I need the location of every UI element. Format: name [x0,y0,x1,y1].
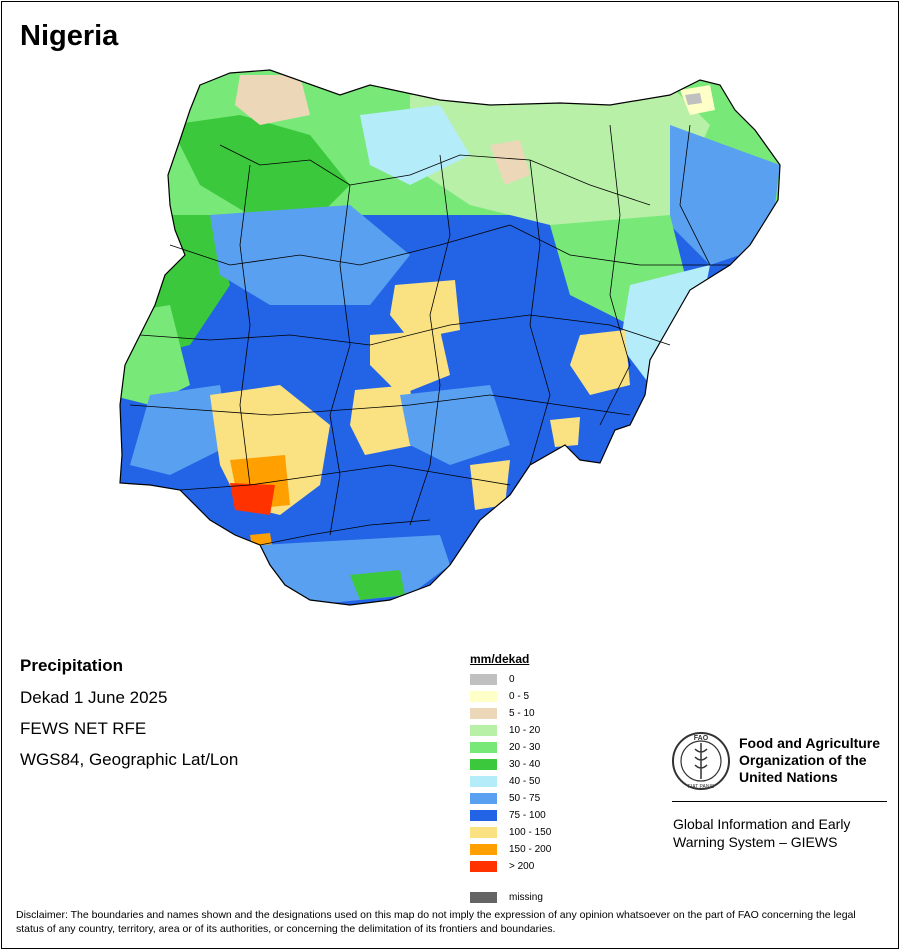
org-line-2: Organization of the [739,752,867,768]
svg-text:FIAT PANIS: FIAT PANIS [688,784,715,790]
legend-swatch [470,861,497,872]
variable-heading: Precipitation [20,656,123,675]
legend-title: mm/dekad [470,652,530,666]
legend-swatch [470,892,497,903]
legend-swatch [470,725,497,736]
legend-label: 75 - 100 [509,810,546,821]
legend-row: > 200 [470,858,551,875]
legend-label: 5 - 10 [509,708,535,719]
map-info: Precipitation Dekad 1 June 2025 FEWS NET… [20,656,238,781]
legend-label: > 200 [509,861,535,872]
legend-swatch [470,691,497,702]
precipitation-map [119,69,781,606]
legend-swatch [470,759,497,770]
legend-row: 20 - 30 [470,739,551,756]
legend-label: missing [509,892,543,903]
projection-text: WGS84, Geographic Lat/Lon [20,750,239,769]
legend-row: 100 - 150 [470,824,551,841]
legend-row: 10 - 20 [470,722,551,739]
legend-row: 0 [470,671,551,688]
legend-label: 150 - 200 [509,844,552,855]
legend-label: 50 - 75 [509,793,541,804]
legend-row: 30 - 40 [470,756,551,773]
legend-row: 50 - 75 [470,790,551,807]
legend-swatch [470,776,497,787]
legend-swatch [470,793,497,804]
map-title: Nigeria [20,20,119,52]
legend-row-missing: missing [470,889,551,906]
org-line-1: Food and Agriculture [739,735,881,751]
legend-swatch [470,742,497,753]
legend-row: 40 - 50 [470,773,551,790]
legend-label: 100 - 150 [509,827,552,838]
legend-row: 5 - 10 [470,705,551,722]
period-text: Dekad 1 June 2025 [20,688,168,707]
legend-label: 30 - 40 [509,759,541,770]
svg-text:FAO: FAO [694,735,709,742]
legend-label: 0 - 5 [509,691,530,702]
org-line-3: United Nations [739,769,838,785]
national-border [119,69,781,606]
state-boundaries [129,124,730,546]
giews-name: Global Information and Early Warning Sys… [673,815,850,851]
legend-row: 75 - 100 [470,807,551,824]
giews-line-1: Global Information and Early [673,816,851,832]
legend-label: 0 [509,674,515,685]
legend-swatch [470,708,497,719]
legend-classes: 0 0 - 5 5 - 10 10 - 20 20 - 30 30 - 40 40 - 50… [470,671,551,875]
organization-name: Food and Agriculture Organization of the… [739,735,880,786]
legend-row: 150 - 200 [470,841,551,858]
legend-swatch [470,827,497,838]
divider [672,801,887,802]
legend-row: 0 - 5 [470,688,551,705]
legend: mm/dekad 0 0 - 5 5 - 10 10 - 20 20 - 30 30 - … [470,652,551,906]
legend-label: 20 - 30 [509,742,541,753]
disclaimer: Disclaimer: The boundaries and names sho… [16,909,856,935]
source-text: FEWS NET RFE [20,719,147,738]
legend-swatch [470,674,497,685]
legend-label: 40 - 50 [509,776,541,787]
giews-line-2: Warning System – GIEWS [673,834,838,850]
legend-label: 10 - 20 [509,725,541,736]
legend-swatch [470,810,497,821]
legend-swatch [470,844,497,855]
fao-logo: FAO FIAT PANIS [672,732,730,790]
rainfall-zones [120,70,780,605]
